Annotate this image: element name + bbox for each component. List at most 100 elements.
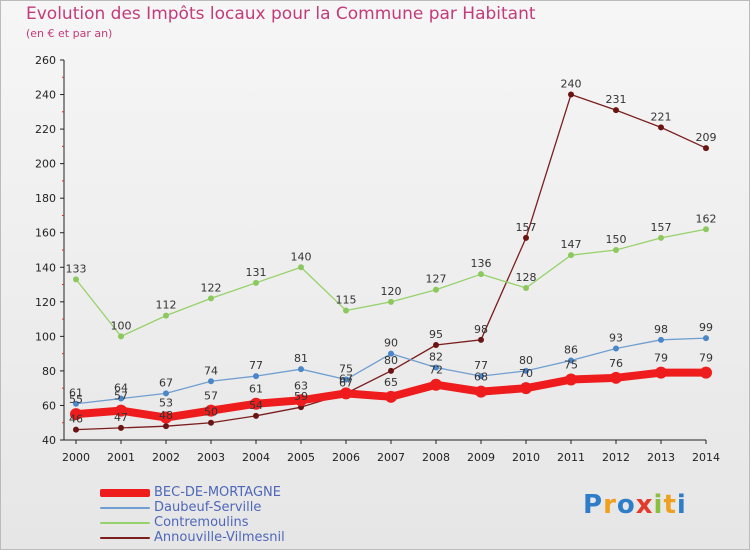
data-label-daubeuf-serville: 61 bbox=[69, 387, 83, 400]
data-label-annouville-vilmesnil: 98 bbox=[474, 323, 488, 336]
data-label-contremoulins: 147 bbox=[561, 238, 582, 251]
chart-subtitle: (en € et par an) bbox=[26, 27, 113, 40]
y-tick-label: 80 bbox=[42, 365, 56, 378]
data-point-annouville-vilmesnil bbox=[163, 423, 169, 430]
data-label-bec-de-mortagne: 79 bbox=[654, 352, 668, 365]
data-label-daubeuf-serville: 98 bbox=[654, 323, 668, 336]
legend-swatch-annouville-vilmesnil bbox=[100, 536, 150, 539]
legend-swatch-contremoulins bbox=[100, 521, 150, 524]
data-point-annouville-vilmesnil bbox=[523, 234, 529, 241]
data-point-daubeuf-serville bbox=[163, 390, 169, 397]
data-point-annouville-vilmesnil bbox=[253, 412, 259, 419]
data-point-bec-de-mortagne bbox=[430, 378, 442, 391]
data-label-contremoulins: 150 bbox=[606, 233, 627, 246]
data-label-annouville-vilmesnil: 80 bbox=[384, 354, 398, 367]
data-point-annouville-vilmesnil bbox=[118, 424, 124, 431]
data-label-contremoulins: 157 bbox=[651, 221, 672, 234]
data-point-contremoulins bbox=[433, 286, 439, 293]
data-label-daubeuf-serville: 75 bbox=[339, 363, 353, 376]
data-label-annouville-vilmesnil: 67 bbox=[339, 376, 353, 389]
data-label-contremoulins: 162 bbox=[696, 212, 717, 225]
data-label-bec-de-mortagne: 53 bbox=[159, 397, 173, 410]
data-label-daubeuf-serville: 74 bbox=[204, 364, 218, 377]
data-label-daubeuf-serville: 99 bbox=[699, 321, 713, 334]
x-tick-label: 2005 bbox=[287, 451, 315, 464]
data-label-daubeuf-serville: 86 bbox=[564, 344, 578, 357]
legend-item-contremoulins: Contremoulins bbox=[100, 515, 285, 530]
legend-label-bec-de-mortagne: BEC-DE-MORTAGNE bbox=[154, 485, 281, 500]
data-point-contremoulins bbox=[208, 295, 214, 302]
legend-swatch-daubeuf-serville bbox=[100, 506, 150, 509]
data-label-annouville-vilmesnil: 95 bbox=[429, 328, 443, 341]
data-label-contremoulins: 120 bbox=[381, 285, 402, 298]
data-point-contremoulins bbox=[478, 271, 484, 278]
x-tick-label: 2002 bbox=[152, 451, 180, 464]
y-tick-label: 200 bbox=[35, 158, 56, 171]
data-point-bec-de-mortagne bbox=[70, 408, 82, 421]
legend-item-bec-de-mortagne: BEC-DE-MORTAGNE bbox=[100, 485, 285, 500]
data-point-daubeuf-serville bbox=[613, 345, 619, 352]
data-label-bec-de-mortagne: 65 bbox=[384, 376, 398, 389]
data-label-bec-de-mortagne: 57 bbox=[204, 390, 218, 403]
data-point-daubeuf-serville bbox=[388, 350, 394, 357]
legend-label-daubeuf-serville: Daubeuf-Serville bbox=[154, 500, 262, 515]
data-point-bec-de-mortagne bbox=[295, 394, 307, 407]
x-tick-label: 2003 bbox=[197, 451, 225, 464]
data-point-bec-de-mortagne bbox=[475, 385, 487, 398]
data-point-bec-de-mortagne bbox=[700, 366, 712, 379]
proxiti-logo: Proxiti bbox=[583, 490, 687, 520]
x-tick-label: 2013 bbox=[647, 451, 675, 464]
x-tick-label: 2010 bbox=[512, 451, 540, 464]
data-label-bec-de-mortagne: 72 bbox=[429, 364, 443, 377]
legend: BEC-DE-MORTAGNE Daubeuf-Serville Contrem… bbox=[100, 485, 285, 545]
data-point-daubeuf-serville bbox=[343, 376, 349, 383]
logo-letter: i bbox=[676, 490, 687, 520]
data-point-contremoulins bbox=[388, 298, 394, 305]
data-label-bec-de-mortagne: 67 bbox=[339, 372, 353, 385]
data-label-annouville-vilmesnil: 50 bbox=[204, 406, 218, 419]
data-point-contremoulins bbox=[73, 276, 79, 283]
data-point-bec-de-mortagne bbox=[250, 397, 262, 410]
data-label-daubeuf-serville: 81 bbox=[294, 352, 308, 365]
data-point-annouville-vilmesnil bbox=[433, 342, 439, 348]
data-point-contremoulins bbox=[253, 279, 259, 286]
data-label-annouville-vilmesnil: 54 bbox=[249, 399, 263, 412]
data-label-annouville-vilmesnil: 221 bbox=[651, 110, 672, 123]
data-label-contremoulins: 140 bbox=[291, 250, 312, 263]
y-tick-label: 140 bbox=[35, 261, 56, 274]
y-tick-label: 260 bbox=[35, 54, 56, 67]
y-tick-label: 180 bbox=[35, 192, 56, 205]
data-label-annouville-vilmesnil: 48 bbox=[159, 409, 173, 422]
logo-letter: P bbox=[583, 490, 604, 520]
data-label-bec-de-mortagne: 79 bbox=[699, 352, 713, 365]
data-point-contremoulins bbox=[523, 285, 529, 291]
x-tick-label: 2012 bbox=[602, 451, 630, 464]
data-label-contremoulins: 127 bbox=[426, 273, 447, 286]
data-label-bec-de-mortagne: 55 bbox=[69, 393, 83, 406]
data-point-annouville-vilmesnil bbox=[388, 367, 394, 374]
data-point-bec-de-mortagne bbox=[385, 390, 397, 403]
data-point-daubeuf-serville bbox=[118, 395, 124, 402]
logo-letter: r bbox=[603, 490, 617, 520]
data-label-daubeuf-serville: 77 bbox=[474, 359, 488, 372]
data-label-annouville-vilmesnil: 47 bbox=[114, 411, 128, 424]
x-tick-label: 2009 bbox=[467, 451, 495, 464]
data-point-daubeuf-serville bbox=[433, 364, 439, 371]
data-label-bec-de-mortagne: 70 bbox=[519, 367, 533, 380]
data-point-annouville-vilmesnil bbox=[73, 426, 79, 433]
data-label-contremoulins: 136 bbox=[471, 257, 492, 270]
data-label-annouville-vilmesnil: 59 bbox=[294, 390, 308, 403]
x-tick-label: 2004 bbox=[242, 451, 270, 464]
data-point-bec-de-mortagne bbox=[520, 382, 532, 395]
data-point-daubeuf-serville bbox=[298, 366, 304, 373]
data-label-daubeuf-serville: 64 bbox=[114, 382, 128, 395]
data-label-bec-de-mortagne: 61 bbox=[249, 383, 263, 396]
y-tick-label: 160 bbox=[35, 227, 56, 240]
data-label-daubeuf-serville: 67 bbox=[159, 376, 173, 389]
data-label-contremoulins: 100 bbox=[111, 319, 132, 332]
data-label-contremoulins: 112 bbox=[156, 299, 177, 312]
x-tick-label: 2011 bbox=[557, 451, 585, 464]
legend-swatch-bec-de-mortagne bbox=[100, 488, 150, 497]
data-label-annouville-vilmesnil: 157 bbox=[516, 221, 537, 234]
